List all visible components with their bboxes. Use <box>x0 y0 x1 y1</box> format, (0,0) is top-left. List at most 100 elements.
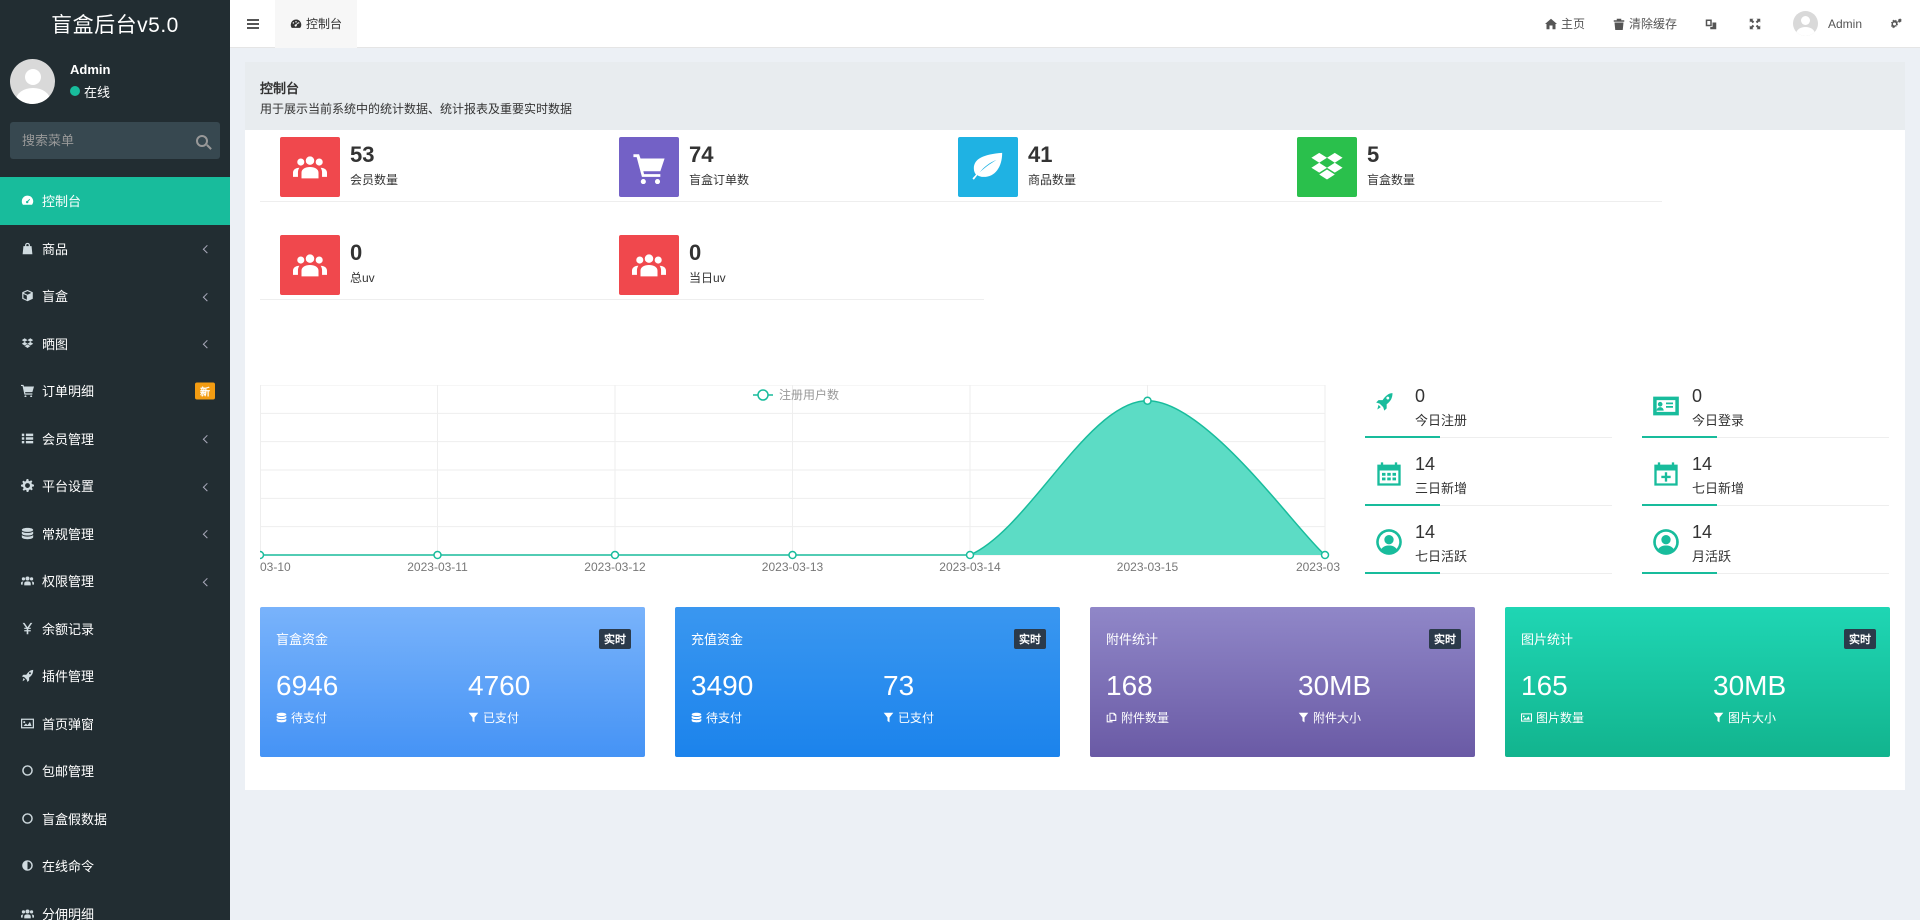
data-point[interactable] <box>788 550 797 560</box>
home-link[interactable]: 主页 <box>1531 0 1599 48</box>
sidebar-item-14[interactable]: 在线命令 <box>0 842 230 890</box>
page-title: 控制台 <box>260 81 300 96</box>
user-name: Admin <box>70 61 111 77</box>
clear-cache-label: 清除缓存 <box>1628 17 1677 31</box>
picture-icon <box>1521 713 1532 722</box>
cart-icon <box>619 137 679 197</box>
user-menu[interactable]: Admin <box>1779 0 1876 48</box>
page-header: 控制台 用于展示当前系统中的统计数据、统计报表及重要实时数据 <box>245 62 1905 130</box>
settings-button[interactable] <box>1876 0 1920 48</box>
fullscreen-button[interactable] <box>1735 0 1779 48</box>
app-logo[interactable]: 盲盒后台v5.0 <box>0 0 230 48</box>
data-point[interactable] <box>255 550 265 560</box>
group-icon <box>21 574 34 587</box>
clear-cache-button[interactable]: 清除缓存 <box>1599 0 1691 48</box>
circle-icon <box>21 764 34 777</box>
mini-stat-label: 三日新增 <box>1415 481 1468 496</box>
gear-icon <box>21 479 34 493</box>
sidebar-item-9[interactable]: 余额记录 <box>0 605 230 653</box>
search-icon[interactable] <box>196 134 208 147</box>
menu-search <box>10 122 220 159</box>
finance-card-title: 充值资金 <box>691 632 744 647</box>
sidebar-item-label: 常规管理 <box>42 526 95 542</box>
mini-stat-label: 七日新增 <box>1692 481 1745 496</box>
finance-value-secondary: 73 <box>883 670 915 701</box>
sidebar-item-13[interactable]: 盲盒假数据 <box>0 795 230 843</box>
user-circle-icon <box>1652 528 1680 556</box>
sidebar-item-5[interactable]: 会员管理 <box>0 415 230 463</box>
avatar <box>10 58 55 104</box>
mini-stat-label: 今日登录 <box>1692 413 1745 428</box>
finance-label-secondary: 已支付 <box>483 711 520 725</box>
tab-dashboard[interactable]: 控制台 <box>275 0 358 48</box>
legend-marker-icon <box>757 389 769 401</box>
home-label: 主页 <box>1560 17 1585 31</box>
finance-card: 充值资金 实时 3490 待支付 73 已支付 <box>675 607 1060 757</box>
sidebar-item-label: 首页弹窗 <box>42 716 95 732</box>
mini-stat: 0 今日登录 <box>1642 382 1889 438</box>
mini-stat: 14 月活跃 <box>1642 518 1889 574</box>
x-tick-label: 2023-03-15 <box>1117 560 1179 574</box>
data-point[interactable] <box>1320 550 1330 560</box>
data-point[interactable] <box>433 550 442 560</box>
tab-label: 控制台 <box>306 17 343 31</box>
sidebar-item-6[interactable]: 平台设置 <box>0 462 230 510</box>
sidebar-toggle-button[interactable] <box>230 0 275 48</box>
finance-card: 图片统计 实时 165 图片数量 30MB 图片大小 <box>1505 607 1890 757</box>
cart-icon <box>21 384 34 398</box>
group-icon <box>21 907 34 920</box>
cube-icon <box>21 289 34 302</box>
chevron-left-icon <box>202 292 212 302</box>
stat-value: 5 <box>1367 142 1380 167</box>
chart-legend[interactable]: 注册用户数 <box>753 387 839 402</box>
database-icon <box>21 527 34 540</box>
sidebar-item-label: 盲盒 <box>42 289 69 305</box>
x-tick-label: 2023-03-14 <box>939 560 1001 574</box>
mini-stat: 14 三日新增 <box>1365 450 1612 506</box>
chevron-left-icon <box>202 530 212 539</box>
files-icon <box>1106 712 1117 723</box>
data-point[interactable] <box>965 550 975 560</box>
rocket-icon <box>21 669 34 683</box>
sidebar-item-1[interactable]: 商品 <box>0 225 230 273</box>
list-icon <box>21 432 34 445</box>
top-header: 控制台 主页 清除缓存 Admin <box>230 0 1920 48</box>
sidebar-item-label: 盲盒假数据 <box>42 811 108 827</box>
header-avatar <box>1792 11 1818 36</box>
stat-value: 53 <box>350 142 375 167</box>
stat-label: 总uv <box>350 271 375 285</box>
sidebar-item-7[interactable]: 常规管理 <box>0 510 230 558</box>
id-card-icon <box>1652 392 1680 420</box>
user-status: 在线 <box>70 82 110 101</box>
sidebar-item-8[interactable]: 权限管理 <box>0 557 230 605</box>
stat-card: 74 盲盒订单数 <box>599 132 984 202</box>
sidebar-item-11[interactable]: 首页弹窗 <box>0 700 230 748</box>
stat-label: 商品数量 <box>1028 173 1077 187</box>
data-point[interactable] <box>1143 396 1152 405</box>
hamburger-icon <box>246 18 259 29</box>
legend-label: 注册用户数 <box>779 387 839 402</box>
sidebar-item-12[interactable]: 包邮管理 <box>0 747 230 795</box>
stat-value: 0 <box>689 240 702 265</box>
finance-card-title: 附件统计 <box>1106 632 1159 647</box>
sidebar-item-4[interactable]: 订单明细 新 <box>0 367 230 415</box>
sidebar-item-2[interactable]: 盲盒 <box>0 272 230 320</box>
stat-label: 会员数量 <box>350 173 399 187</box>
filter-icon <box>1713 712 1724 723</box>
rocket-icon <box>1375 392 1403 420</box>
language-button[interactable] <box>1691 0 1735 48</box>
sidebar-item-label: 插件管理 <box>42 669 95 685</box>
filter-icon <box>883 712 894 723</box>
sidebar-item-0[interactable]: 控制台 <box>0 177 230 225</box>
stat-label: 当日uv <box>689 271 726 285</box>
finance-label-secondary: 附件大小 <box>1313 711 1362 725</box>
menu-search-input[interactable] <box>22 133 182 148</box>
sidebar-item-15[interactable]: 分佣明细 <box>0 890 230 920</box>
data-point[interactable] <box>610 550 620 560</box>
sidebar-item-3[interactable]: 晒图 <box>0 320 230 368</box>
shopping-bag-icon <box>21 242 34 255</box>
mini-stat-value: 14 <box>1415 454 1436 474</box>
sidebar-item-10[interactable]: 插件管理 <box>0 652 230 700</box>
status-text: 在线 <box>84 84 111 100</box>
